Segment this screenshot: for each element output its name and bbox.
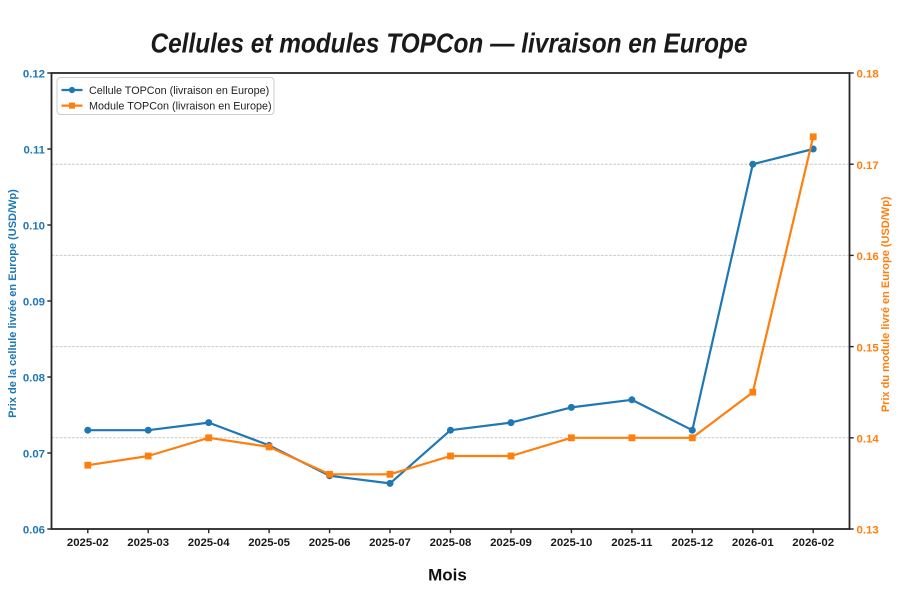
svg-text:0.15: 0.15 [857,342,880,354]
svg-text:0.14: 0.14 [857,434,880,446]
svg-text:0.13: 0.13 [857,525,879,537]
svg-text:0.09: 0.09 [23,297,45,309]
svg-text:0.10: 0.10 [23,221,45,233]
svg-text:0.11: 0.11 [23,145,45,157]
svg-text:Cellule TOPCon (livraison en E: Cellule TOPCon (livraison en Europe) [89,85,269,97]
svg-text:2025-12: 2025-12 [671,537,713,549]
svg-text:2025-02: 2025-02 [67,537,109,549]
svg-text:2025-05: 2025-05 [248,537,290,549]
svg-text:2025-08: 2025-08 [430,537,472,549]
svg-text:Prix de la cellule livrée en E: Prix de la cellule livrée en Europe (USD… [7,189,19,418]
svg-text:2026-01: 2026-01 [732,537,774,549]
svg-text:0.07: 0.07 [23,449,45,461]
svg-text:2025-10: 2025-10 [550,537,592,549]
svg-text:0.18: 0.18 [857,69,879,81]
svg-text:Module TOPCon (livraison en Eu: Module TOPCon (livraison en Europe) [89,100,272,112]
svg-text:2025-09: 2025-09 [490,537,532,549]
svg-text:0.12: 0.12 [23,69,45,81]
svg-text:2025-11: 2025-11 [611,537,653,549]
svg-text:0.06: 0.06 [23,525,45,537]
svg-text:2025-04: 2025-04 [188,537,230,549]
svg-text:2025-06: 2025-06 [309,537,351,549]
svg-text:2025-07: 2025-07 [369,537,411,549]
svg-text:2026-02: 2026-02 [792,537,834,549]
svg-text:0.16: 0.16 [857,251,879,263]
svg-text:Prix du module livré en Europe: Prix du module livré en Europe (USD/Wp) [880,196,892,412]
svg-text:Mois: Mois [428,566,467,585]
svg-text:0.17: 0.17 [857,160,879,172]
svg-text:0.08: 0.08 [23,373,45,385]
svg-text:2025-03: 2025-03 [127,537,169,549]
svg-text:Cellules et modules TOPCon — l: Cellules et modules TOPCon — livraison e… [151,28,748,59]
